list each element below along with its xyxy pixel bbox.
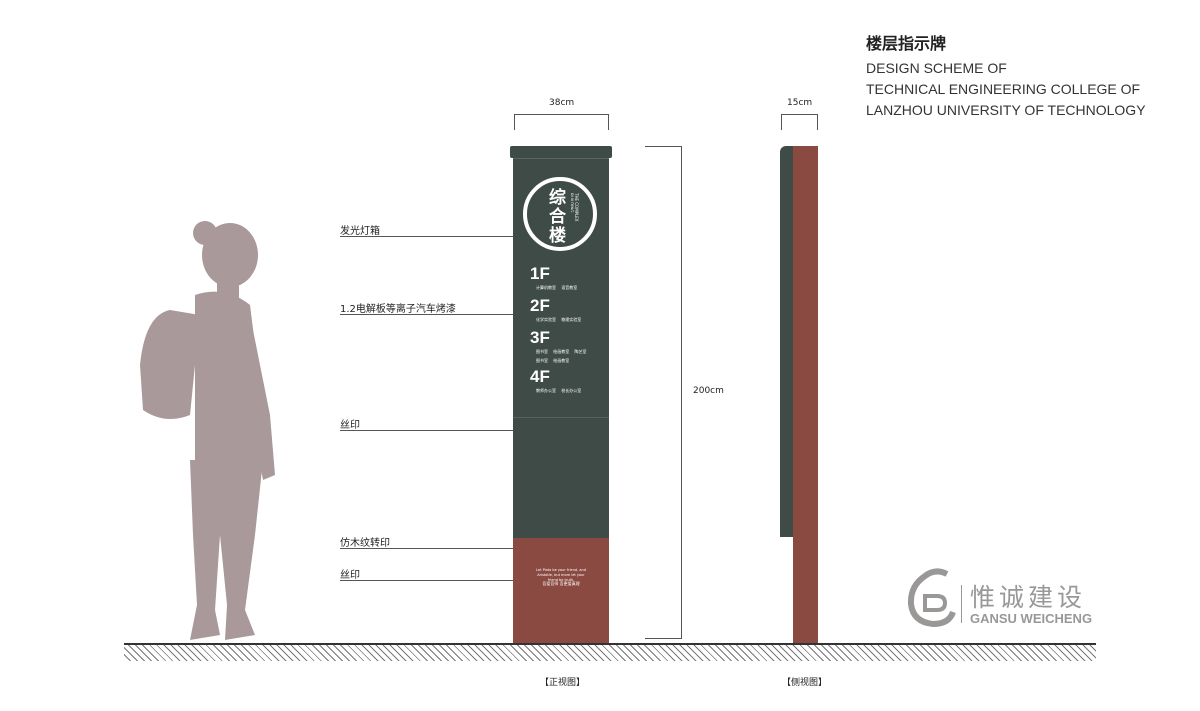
sign-front-base: Let Plato be your friend, and Aristotle,… xyxy=(513,538,609,643)
callout-line xyxy=(340,580,540,581)
floor-label: 1F xyxy=(530,264,550,283)
callout-line xyxy=(340,548,515,549)
floor-rooms: 教师办公室 校长办公室 xyxy=(536,388,582,393)
logo-en: GANSU WEICHENG xyxy=(970,611,1093,626)
ground-line xyxy=(124,643,1096,645)
callout-silkscreen: 丝印 xyxy=(340,420,360,431)
callout-line xyxy=(340,314,515,315)
floor-label: 2F xyxy=(530,296,550,315)
building-circle xyxy=(523,177,597,251)
callout-paint: 1.2电解板等离子汽车烤漆 xyxy=(340,304,456,315)
callout-silkscreen-2: 丝印 xyxy=(340,570,360,581)
callout-lightbox: 发光灯箱 xyxy=(340,226,380,237)
person-silhouette xyxy=(140,221,275,640)
logo-mark xyxy=(907,568,956,628)
height-label: 200cm xyxy=(693,386,724,396)
title-en: DESIGN SCHEME OF TECHNICAL ENGINEERING C… xyxy=(866,58,1146,121)
dimension-line xyxy=(514,114,609,115)
front-width-label: 38cm xyxy=(549,98,575,108)
floor-rooms: 化学实验室 物理实验室 xyxy=(536,317,582,322)
logo-divider xyxy=(961,585,962,623)
dimension-tick xyxy=(608,114,609,130)
dimension-tick xyxy=(781,114,782,130)
sign-side-lightbox xyxy=(780,146,793,537)
callout-line xyxy=(340,430,540,431)
building-name-en: THE COMPLEX BUILDING xyxy=(571,193,579,222)
quote-en: Let Plato be your friend, and Aristotle,… xyxy=(536,568,586,582)
dimension-tick xyxy=(645,146,681,147)
dimension-line xyxy=(781,114,818,115)
title-line: LANZHOU UNIVERSITY OF TECHNOLOGY xyxy=(866,102,1146,118)
front-view-label: 【正视图】 xyxy=(540,678,586,688)
dimension-line xyxy=(681,146,682,639)
side-width-label: 15cm xyxy=(787,98,813,108)
sign-front-body: 综合楼 THE COMPLEX BUILDING 1F 计算机教室 语音教室 2… xyxy=(513,158,609,539)
sign-cap xyxy=(510,146,612,158)
title-line: DESIGN SCHEME OF xyxy=(866,60,1007,76)
title-line: TECHNICAL ENGINEERING COLLEGE OF xyxy=(866,81,1141,97)
dimension-tick xyxy=(645,638,681,639)
building-name: 综合楼 xyxy=(549,188,566,246)
logo-cn: 惟诚建设 xyxy=(970,583,1087,612)
title-cn: 楼层指示牌 xyxy=(866,34,947,53)
floor-rooms: 图书室 绘画教室 陶艺室 xyxy=(536,349,587,354)
floor-label: 4F xyxy=(530,367,550,386)
ground-hatch xyxy=(124,645,1096,661)
callout-woodgrain: 仿木纹转印 xyxy=(340,538,390,549)
dimension-tick xyxy=(817,114,818,130)
floor-label: 3F xyxy=(530,328,550,347)
sign-side-post xyxy=(793,146,818,643)
floor-list: 1F 计算机教室 语音教室 2F 化学实验室 物理实验室 3F 图书室 绘画教室… xyxy=(530,265,587,394)
floor-rooms: 计算机教室 语音教室 xyxy=(536,285,578,290)
callout-line xyxy=(340,236,515,237)
side-view-label: 【侧视图】 xyxy=(782,678,828,688)
panel-divider xyxy=(513,417,609,418)
quote-cn: 吾爱吾师 吾更爱真理 xyxy=(542,581,580,586)
dimension-tick xyxy=(514,114,515,130)
floor-rooms: 图书室 绘画教室 xyxy=(536,358,570,363)
